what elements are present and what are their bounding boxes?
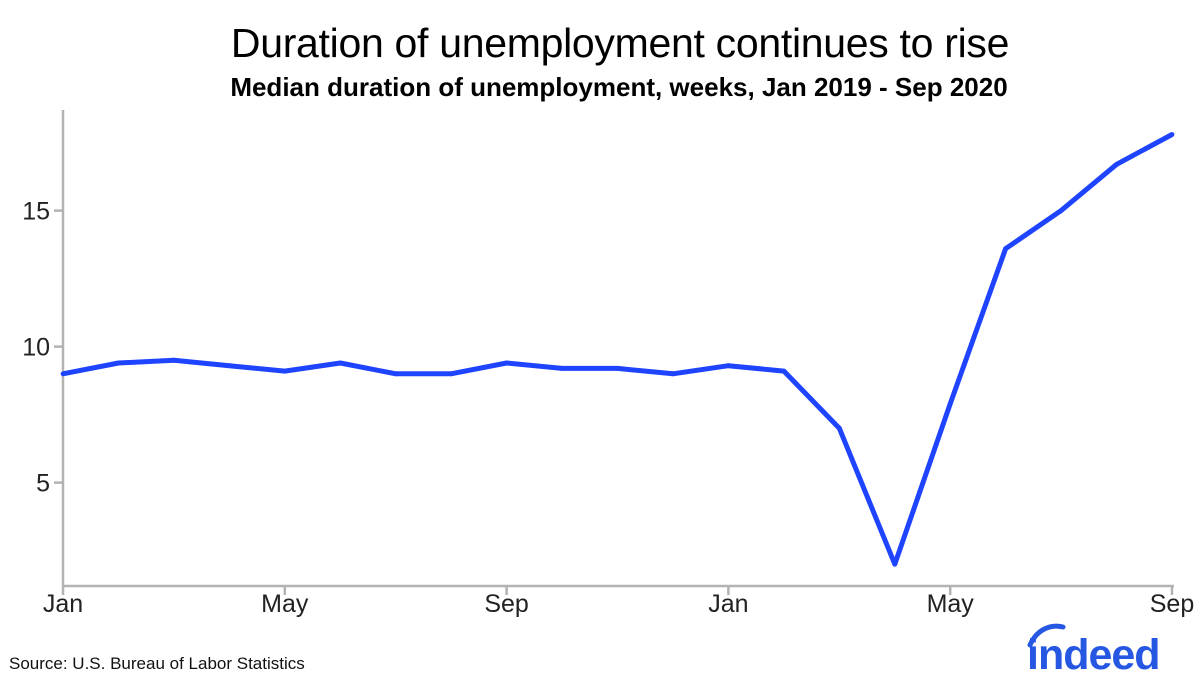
data-point	[1058, 208, 1064, 214]
x-tick-label: Sep	[1150, 590, 1194, 618]
data-point	[1169, 132, 1175, 137]
data-point	[226, 363, 232, 369]
data-point	[337, 360, 343, 366]
data-point	[60, 371, 66, 377]
chart-subtitle: Median duration of unemployment, weeks, …	[230, 72, 1008, 102]
indeed-logo: indeed	[1027, 621, 1179, 677]
data-point	[116, 360, 121, 366]
data-point	[1114, 162, 1119, 167]
data-point	[726, 363, 731, 369]
x-tick-label: May	[927, 590, 975, 618]
data-point	[171, 357, 177, 363]
x-tick-label: Jan	[43, 590, 83, 618]
data-point	[559, 366, 565, 371]
chart-title: Duration of unemployment continues to ri…	[230, 20, 1010, 66]
data-point	[1003, 246, 1008, 252]
y-tick-label: 5	[36, 470, 50, 498]
x-tick-label: Sep	[484, 590, 528, 618]
series-line-0	[62, 132, 1174, 567]
x-tick-label: May	[261, 590, 309, 618]
y-tick-label: 10	[22, 334, 50, 362]
data-point	[615, 366, 620, 371]
logo-arc-icon	[1027, 623, 1066, 648]
data-point	[670, 371, 676, 377]
data-point	[448, 371, 454, 377]
source-note: Source: U.S. Bureau of Labor Statistics	[9, 654, 305, 673]
data-point	[282, 368, 288, 374]
data-point	[836, 425, 842, 431]
data-point	[892, 561, 898, 567]
data-point	[393, 371, 399, 377]
y-tick-label: 15	[22, 198, 50, 226]
data-point	[947, 401, 953, 407]
logo-wordmark: indeed	[1027, 631, 1161, 679]
x-tick-label: Jan	[708, 590, 748, 618]
data-point	[504, 360, 509, 366]
data-point	[781, 368, 787, 374]
